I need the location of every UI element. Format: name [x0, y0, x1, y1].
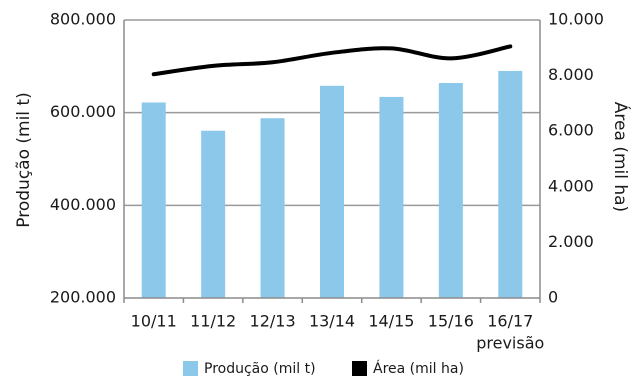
legend-label-producao: Produção (mil t)	[204, 361, 316, 377]
x-tick-label: 14/15	[368, 312, 414, 331]
y-right-tick-label: 0	[548, 288, 558, 307]
bar-11-12	[201, 130, 226, 298]
bar-12-13	[260, 118, 285, 298]
y-right-tick-label: 6.000	[548, 121, 594, 140]
axes	[123, 20, 541, 303]
y-left-axis-title: Produção (mil t)	[14, 92, 34, 227]
y-left-tick-label: 800.000	[50, 10, 116, 29]
legend-swatch-area	[352, 361, 367, 376]
x-tick-sublabel: previsão	[476, 334, 544, 353]
bar-15-16	[438, 83, 463, 298]
y-left-tick-label: 600.000	[50, 102, 116, 121]
y-right-tick-label: 8.000	[548, 65, 594, 84]
x-tick-label: 10/11	[131, 312, 177, 331]
area-line	[151, 44, 513, 77]
y-right-tick-label: 4.000	[548, 176, 594, 195]
y-right-tick-label: 2.000	[548, 232, 594, 251]
legend: Produção (mil t) Área (mil ha)	[183, 360, 464, 377]
x-tick-label: 16/17	[487, 312, 533, 331]
bar-series	[141, 70, 523, 299]
tick-labels: 200.000 400.000 600.000 800.000 0 2.000 4.000 6…	[50, 10, 604, 353]
legend-label-area: Área (mil ha)	[373, 360, 464, 377]
x-tick-label: 11/12	[190, 312, 236, 331]
bar-10-11	[141, 102, 166, 299]
x-tick-label: 12/13	[250, 312, 296, 331]
legend-swatch-producao	[183, 361, 198, 376]
line-series	[151, 44, 513, 77]
x-tick-label: 15/16	[428, 312, 474, 331]
bar-13-14	[320, 85, 344, 298]
bar-14-15	[379, 96, 404, 298]
y-left-tick-label: 400.000	[50, 195, 116, 214]
x-tick-label: 13/14	[309, 312, 355, 331]
y-right-axis-title: Área (mil ha)	[610, 102, 632, 212]
y-right-tick-label: 10.000	[548, 10, 604, 29]
bar-16-17	[498, 70, 523, 298]
y-left-tick-label: 200.000	[50, 288, 116, 307]
